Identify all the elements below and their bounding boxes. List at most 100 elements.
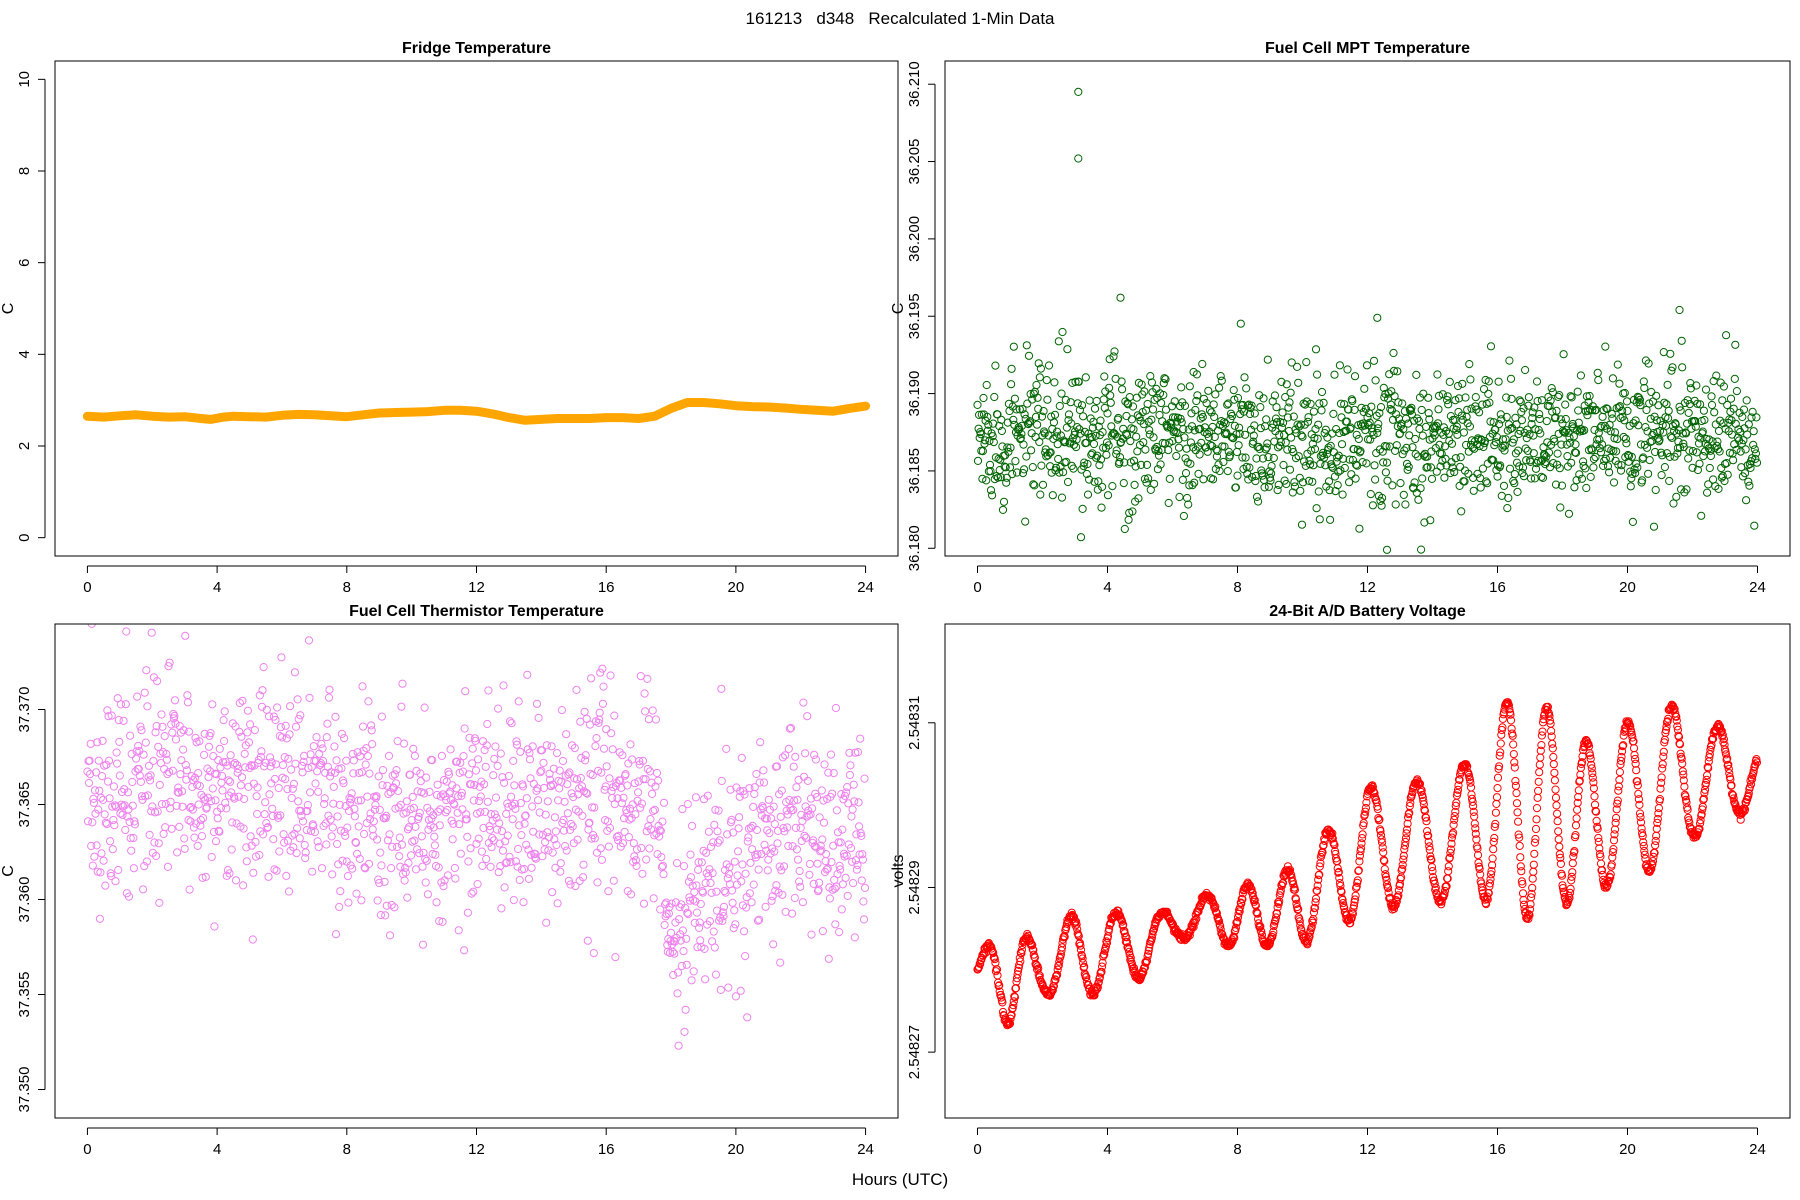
data-point: [1056, 431, 1066, 440]
panel-title: Fridge Temperature: [402, 40, 551, 57]
data-point: [99, 856, 108, 865]
data-point: [795, 866, 804, 876]
data-point: [1631, 759, 1640, 768]
data-point: [1579, 461, 1588, 471]
data-point: [622, 806, 631, 815]
data-point: [424, 825, 433, 834]
data-point: [1216, 372, 1225, 381]
data-point: [1597, 440, 1607, 449]
data-point: [1210, 432, 1219, 442]
data-point: [1007, 364, 1016, 373]
data-point: [517, 831, 526, 840]
data-point: [1553, 449, 1562, 458]
data-point: [1175, 492, 1184, 502]
data-point: [1017, 945, 1027, 955]
data-point: [136, 722, 145, 731]
data-point: [998, 998, 1007, 1007]
data-point: [1404, 462, 1413, 471]
data-point: [833, 870, 842, 879]
data-point: [121, 825, 130, 835]
data-point: [1338, 895, 1347, 905]
data-point: [260, 810, 269, 819]
data-point: [1513, 808, 1522, 817]
data-point: [1209, 900, 1218, 909]
data-point: [332, 756, 341, 765]
data-point: [1303, 417, 1313, 426]
data-point: [1378, 447, 1387, 456]
data-point: [1082, 469, 1092, 479]
data-point: [1505, 356, 1514, 365]
data-point: [1010, 993, 1020, 1002]
data-point: [1739, 405, 1749, 414]
data-point: [1347, 913, 1356, 922]
data-point: [1587, 446, 1596, 455]
data-point: [495, 819, 504, 828]
data-point: [581, 756, 590, 765]
data-point: [1294, 452, 1303, 461]
data-point: [1007, 380, 1016, 389]
data-point: [992, 965, 1002, 974]
data-point: [597, 768, 606, 777]
data-point: [1009, 415, 1018, 424]
data-point: [1298, 478, 1308, 487]
data-point: [1389, 348, 1398, 358]
data-point: [214, 826, 223, 836]
y-tick-label: 36.195: [906, 293, 923, 339]
data-point: [344, 898, 353, 907]
data-point: [1443, 396, 1452, 405]
data-point: [1684, 408, 1693, 417]
data-point: [563, 809, 572, 818]
data-point: [1612, 805, 1621, 814]
data-point: [793, 795, 802, 804]
data-point: [1375, 409, 1384, 418]
data-point: [391, 779, 401, 788]
data-point: [423, 890, 432, 899]
data-point: [705, 917, 715, 926]
data-point: [110, 821, 119, 830]
data-point: [1421, 813, 1431, 822]
data-point: [1508, 731, 1517, 740]
data-point: [1688, 463, 1697, 472]
data-point: [1125, 947, 1134, 956]
data-point: [451, 874, 460, 883]
data-point: [491, 793, 501, 802]
data-point: [651, 715, 661, 724]
data-point: [494, 704, 503, 713]
data-point: [1542, 452, 1551, 461]
data-point: [1245, 881, 1255, 890]
data-point: [712, 906, 722, 915]
data-point: [177, 787, 187, 796]
data-point: [1218, 422, 1228, 431]
data-point: [1450, 812, 1459, 821]
data-point: [1638, 476, 1647, 485]
data-point: [1342, 417, 1352, 426]
data-point: [1369, 430, 1378, 440]
data-point: [1140, 474, 1150, 484]
data-point: [1334, 467, 1343, 476]
data-point: [1114, 413, 1123, 423]
data-point: [1560, 428, 1569, 437]
data-point: [1050, 410, 1060, 419]
data-point: [1174, 443, 1184, 452]
data-point: [1185, 931, 1194, 940]
data-point: [760, 840, 769, 849]
data-point: [331, 930, 341, 939]
data-point: [147, 628, 156, 637]
data-point: [702, 848, 711, 857]
data-point: [407, 816, 416, 825]
data-point: [837, 790, 846, 799]
data-point: [1631, 416, 1640, 425]
data-point: [1036, 490, 1045, 499]
data-point: [557, 706, 567, 715]
data-point: [478, 861, 487, 871]
data-point: [714, 806, 723, 815]
data-point: [318, 744, 327, 753]
data-point: [1087, 450, 1096, 459]
data-point: [1306, 399, 1315, 408]
data-point: [1289, 880, 1298, 889]
data-point: [1567, 872, 1576, 881]
data-point: [460, 946, 469, 955]
data-point: [1238, 453, 1247, 462]
data-point: [1657, 471, 1666, 480]
data-point: [1304, 476, 1314, 485]
